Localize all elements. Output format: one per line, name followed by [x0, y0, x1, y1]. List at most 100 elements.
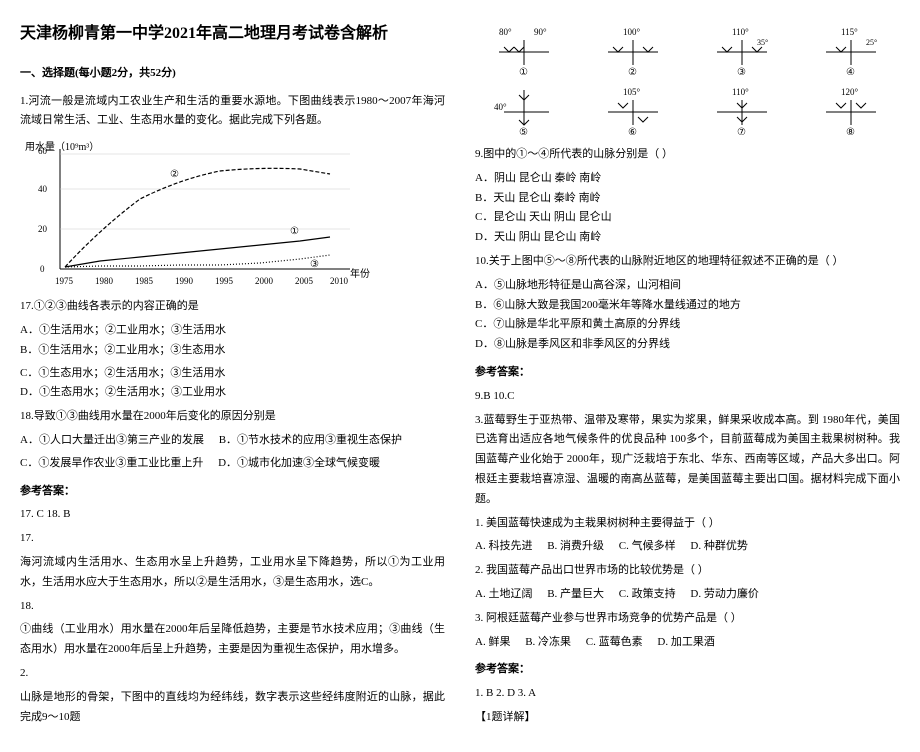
answer-header-2: 参考答案：: [475, 363, 900, 383]
q10-text: 10.关于上图中⑤～⑧所代表的山脉附近地区的地理特征叙述不正确的是（ ）: [475, 252, 900, 272]
svg-text:120°: 120°: [841, 87, 859, 97]
compass-8: 120° ⑧: [801, 85, 900, 135]
svg-text:90°: 90°: [534, 27, 547, 37]
compass-6: 105° ⑥: [584, 85, 683, 135]
svg-text:2000: 2000: [255, 276, 274, 286]
q18-opt-b: B．①节水技术的应用③重视生态保护: [219, 431, 402, 451]
compass-5: 40° ⑤: [475, 85, 574, 135]
svg-text:①: ①: [290, 226, 299, 237]
water-usage-chart: 用水量（10⁹m³） 0 20 40 60 ② ① ③ 19: [20, 139, 445, 289]
svg-text:2005: 2005: [295, 276, 314, 286]
q17-opt-a: A．①生活用水；②工业用水；③生活用水: [20, 321, 226, 341]
q10-opts: A．⑤山脉地形特征是山高谷深，山河相间 B．⑥山脉大致是我国200毫米年等降水量…: [475, 276, 900, 355]
q10-opt-c: C．⑦山脉是华北平原和黄土高原的分界线: [475, 315, 900, 335]
svg-text:0: 0: [40, 264, 45, 274]
svg-text:1990: 1990: [175, 276, 194, 286]
svg-text:40°: 40°: [494, 102, 507, 112]
exam-title: 天津杨柳青第一中学2021年高二地理月考试卷含解析: [20, 20, 445, 49]
q3-2-opts: A. 土地辽阔 B. 产量巨大 C. 政策支持 D. 劳动力廉价: [475, 585, 900, 605]
q3-1-text: 1. 美国蓝莓快速成为主栽果树树种主要得益于（ ）: [475, 514, 900, 534]
svg-text:25°: 25°: [866, 38, 877, 47]
compass-3: 110°35°③: [693, 25, 792, 75]
q17-exp-text: 海河流域内生活用水、生态用水呈上升趋势，工业用水呈下降趋势，所以①为工业用水，生…: [20, 553, 445, 593]
q17-options-2: C．①生态用水；②生活用水；③生活用水 D．①生态用水；②生活用水；③工业用水: [20, 364, 445, 404]
compass-row-2: 40° ⑤ 105° ⑥ 110°⑦ 120° ⑧: [475, 85, 900, 135]
q3-2-text: 2. 我国蓝莓产品出口世界市场的比较优势是（ ）: [475, 561, 900, 581]
x-axis-label: 年份: [350, 266, 370, 284]
q18-opt-c: C．①发展旱作农业③重工业比重上升: [20, 454, 203, 474]
answer-17-18: 17. C 18. B: [20, 505, 445, 525]
q3-1-c: C. 气候多样: [619, 537, 676, 557]
q9-opt-a: A．阴山 昆仑山 秦岭 南岭: [475, 169, 900, 189]
svg-text:100°: 100°: [623, 27, 641, 37]
svg-text:②: ②: [170, 169, 179, 180]
section-1-header: 一、选择题(每小题2分，共52分): [20, 64, 445, 84]
q3-3-text: 3. 阿根廷蓝莓产业参与世界市场竞争的优势产品是（ ）: [475, 609, 900, 629]
q3-1-opts: A. 科技先进 B. 消费升级 C. 气候多样 D. 种群优势: [475, 537, 900, 557]
q18-options: A．①人口大量迁出③第三产业的发展 B．①节水技术的应用③重视生态保护: [20, 431, 445, 451]
q9-opt-d: D．天山 阴山 昆仑山 南岭: [475, 228, 900, 248]
q3-2-a: A. 土地辽阔: [475, 585, 532, 605]
q10-opt-b: B．⑥山脉大致是我国200毫米年等降水量线通过的地方: [475, 296, 900, 316]
q10-opt-d: D．⑧山脉是季风区和非季风区的分界线: [475, 335, 900, 355]
q17-opt-b: B．①生活用水；②工业用水；③生态用水: [20, 341, 225, 361]
q3-intro: 3.蓝莓野生于亚热带、温带及寒带，果实为浆果，鲜果采收成本高。到 1980年代，…: [475, 411, 900, 510]
svg-text:20: 20: [38, 224, 48, 234]
q9-opts: A．阴山 昆仑山 秦岭 南岭 B．天山 昆仑山 秦岭 南岭 C．昆仑山 天山 阴…: [475, 169, 900, 248]
svg-text:40: 40: [38, 184, 48, 194]
svg-text:80°: 80°: [499, 27, 512, 37]
answer-9-10: 9.B 10.C: [475, 387, 900, 407]
q3-3-a: A. 鲜果: [475, 633, 510, 653]
q2-num: 2.: [20, 664, 445, 684]
compass-4: 115°25°④: [801, 25, 900, 75]
svg-text:110°: 110°: [732, 87, 749, 97]
left-column: 天津杨柳青第一中学2021年高二地理月考试卷含解析 一、选择题(每小题2分，共5…: [20, 20, 445, 732]
svg-text:1975: 1975: [55, 276, 74, 286]
q3-2-d: D. 劳动力廉价: [690, 585, 758, 605]
q3-3-c: C. 蓝莓色素: [586, 633, 643, 653]
svg-text:⑤: ⑤: [519, 127, 528, 135]
answer-header-3: 参考答案：: [475, 660, 900, 680]
compass-2: 100° ②: [584, 25, 683, 75]
q3-2-b: B. 产量巨大: [547, 585, 604, 605]
q9-opt-b: B．天山 昆仑山 秦岭 南岭: [475, 189, 900, 209]
compass-row-1: 80°90°① 100°② 110°35°③ 115°25°④: [475, 25, 900, 75]
q17-options: A．①生活用水；②工业用水；③生活用水 B．①生活用水；②工业用水；③生态用水: [20, 321, 445, 361]
answer-header-1: 参考答案：: [20, 482, 445, 502]
q3-3-opts: A. 鲜果 B. 冷冻果 C. 蓝莓色素 D. 加工果酒: [475, 633, 900, 653]
compass-1: 80° 90° ①: [475, 25, 574, 75]
svg-text:115°: 115°: [841, 27, 858, 37]
q17-opt-d: D．①生态用水；②生活用水；③工业用水: [20, 383, 226, 403]
svg-text:1995: 1995: [215, 276, 234, 286]
svg-text:②: ②: [628, 67, 637, 75]
compass-7: 110°⑦: [693, 85, 792, 135]
q18-exp: 18.: [20, 597, 445, 617]
q1-intro: 1.河流一般是流域内工农业生产和生活的重要水源地。下图曲线表示1980～2007…: [20, 92, 445, 132]
y-axis-label: 用水量（10⁹m³）: [25, 139, 99, 157]
q17-opt-c: C．①生态用水；②生活用水；③生活用水: [20, 364, 225, 384]
svg-text:⑥: ⑥: [628, 127, 637, 135]
q18-opt-a: A．①人口大量迁出③第三产业的发展: [20, 431, 204, 451]
svg-text:⑧: ⑧: [846, 127, 855, 135]
q9-opt-c: C．昆仑山 天山 阴山 昆仑山: [475, 208, 900, 228]
q3-3-d: D. 加工果酒: [657, 633, 714, 653]
q17-exp: 17.: [20, 529, 445, 549]
right-column: 80°90°① 100°② 110°35°③ 115°25°④ 40°⑤ 105…: [475, 20, 900, 732]
q10-opt-a: A．⑤山脉地形特征是山高谷深，山河相间: [475, 276, 900, 296]
answer-3: 1. B 2. D 3. A: [475, 684, 900, 704]
svg-text:①: ①: [519, 67, 528, 75]
svg-text:③: ③: [310, 259, 319, 270]
q9-text: 9.图中的①～④所代表的山脉分别是（ ）: [475, 145, 900, 165]
svg-text:105°: 105°: [623, 87, 641, 97]
q18-options-2: C．①发展旱作农业③重工业比重上升 D．①城市化加速③全球气候变暖: [20, 454, 445, 474]
q2-intro: 山脉是地形的骨架，下图中的直线均为经纬线，数字表示这些经纬度附近的山脉，据此完成…: [20, 688, 445, 728]
q3-1-b: B. 消费升级: [547, 537, 604, 557]
svg-text:③: ③: [737, 67, 746, 75]
q18-exp-text: ①曲线（工业用水）用水量在2000年后呈降低趋势，主要是节水技术应用；③曲线（生…: [20, 620, 445, 660]
q3-3-b: B. 冷冻果: [525, 633, 571, 653]
svg-text:1980: 1980: [95, 276, 114, 286]
svg-text:1985: 1985: [135, 276, 154, 286]
q3-2-c: C. 政策支持: [619, 585, 676, 605]
q18-text: 18.导致①③曲线用水量在2000年后变化的原因分别是: [20, 407, 445, 427]
svg-text:35°: 35°: [757, 38, 768, 47]
